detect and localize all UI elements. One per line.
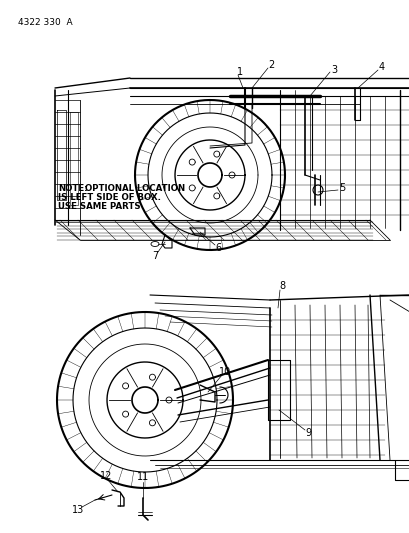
Text: 2: 2 [267, 60, 274, 70]
Text: USE SAME PARTS: USE SAME PARTS [58, 201, 140, 211]
Text: OPTIONAL LOCATION: OPTIONAL LOCATION [82, 183, 185, 192]
Text: NOTE:: NOTE: [58, 183, 88, 192]
Text: 7: 7 [151, 251, 158, 261]
Text: 12: 12 [99, 471, 112, 481]
Text: 9: 9 [304, 428, 310, 438]
Text: 1: 1 [236, 67, 243, 77]
Text: 11: 11 [137, 472, 149, 482]
Text: 4322 330  A: 4322 330 A [18, 18, 72, 27]
Text: IS LEFT SIDE OF BOX.: IS LEFT SIDE OF BOX. [58, 192, 161, 201]
Text: 3: 3 [330, 65, 336, 75]
Text: 8: 8 [278, 281, 284, 291]
Text: 6: 6 [214, 243, 220, 253]
Text: 13: 13 [72, 505, 84, 515]
Text: 5: 5 [338, 183, 344, 193]
Text: 4: 4 [378, 62, 384, 72]
Text: 10: 10 [218, 367, 231, 377]
